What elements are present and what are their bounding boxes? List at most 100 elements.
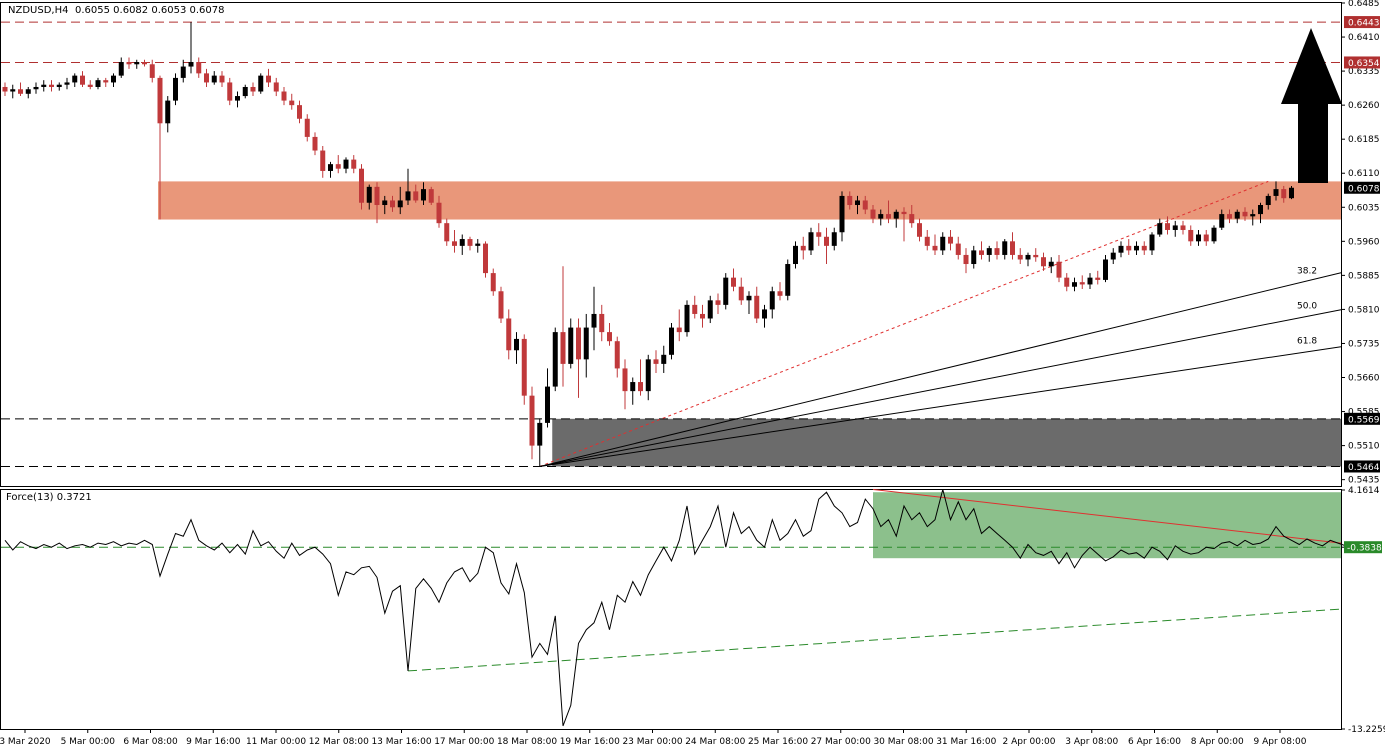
candle-body	[405, 191, 411, 201]
time-axis-label: 9 Apr 08:00	[1254, 737, 1307, 747]
price-zones	[158, 181, 1341, 467]
candle-body	[723, 277, 729, 305]
time-axis-label: 13 Mar 16:00	[371, 737, 431, 747]
candle-body	[126, 62, 132, 65]
candle-body	[1134, 245, 1139, 251]
candle-body	[932, 245, 938, 251]
time-axis-label: 6 Apr 16:00	[1128, 737, 1181, 747]
price-axis-label: 0.5435	[1348, 476, 1380, 486]
price-axis-label: 0.5885	[1348, 271, 1380, 281]
candle-body	[452, 241, 457, 246]
time-axis-label: 24 Mar 08:00	[685, 737, 745, 747]
candle-body	[490, 273, 496, 292]
candle-body	[173, 77, 178, 101]
candle-body	[800, 245, 806, 251]
candle-body	[149, 64, 155, 78]
candle-body	[886, 214, 891, 219]
price-axis-label: 0.6335	[1348, 67, 1380, 77]
candle-body	[1258, 205, 1263, 215]
candle-body	[506, 318, 512, 351]
candle-body	[80, 75, 85, 85]
time-axis-label: 11 Mar 00:00	[246, 737, 306, 747]
candle-body	[622, 368, 628, 392]
candle-body	[118, 62, 124, 76]
price-level-tag	[1344, 56, 1380, 69]
candle-body	[700, 313, 705, 319]
candle-body	[33, 86, 39, 90]
candle-body	[831, 232, 837, 246]
candle-body	[1219, 214, 1225, 228]
candle-body	[917, 223, 922, 237]
time-axis-label: 27 Mar 00:00	[811, 737, 871, 747]
candle-body	[684, 304, 690, 333]
force-index-panel: 4.16140.00-13.2259-0.3838	[1, 486, 1385, 735]
candle-body	[1048, 261, 1054, 267]
candle-body	[242, 86, 248, 97]
candle-body	[1188, 229, 1194, 242]
candle-body	[1087, 277, 1093, 285]
time-axis-label: 25 Mar 16:00	[748, 737, 808, 747]
candle-body	[924, 236, 930, 246]
candle-body	[893, 211, 899, 219]
candle-body	[49, 84, 54, 87]
force-value-tag-label: -0.3838	[1347, 544, 1382, 554]
candle-body	[738, 286, 744, 301]
candle-body	[219, 75, 225, 83]
candle-body	[878, 214, 884, 219]
price-level-tag	[1344, 460, 1380, 473]
candle-body	[785, 264, 791, 296]
candle-body	[10, 89, 16, 92]
candle-body	[1064, 277, 1070, 287]
candle-body	[607, 332, 612, 342]
candle-body	[483, 243, 488, 274]
time-axis-label: 3 Apr 08:00	[1065, 737, 1118, 747]
price-level-tag-label: 0.6354	[1348, 59, 1380, 69]
candle-body	[552, 332, 558, 387]
candle-body	[645, 359, 651, 392]
price-axis-label: 0.5960	[1348, 237, 1380, 247]
time-axis-label: 3 Mar 2020	[0, 737, 51, 747]
candle-body	[591, 313, 597, 328]
candle-body	[1234, 211, 1240, 219]
candle-body	[847, 195, 853, 206]
candle-body	[1180, 225, 1186, 230]
candle-body	[614, 341, 620, 369]
candle-body	[95, 80, 101, 87]
candle-body	[971, 250, 977, 265]
candle-body	[428, 189, 434, 203]
candle-body	[599, 313, 605, 333]
candle-body	[304, 118, 310, 137]
candle-body	[467, 239, 473, 246]
candle-body	[64, 82, 70, 85]
chart-ohlc-label: 0.6055 0.6082 0.6053 0.6078	[75, 5, 225, 16]
bullish-arrow-icon	[1281, 28, 1342, 183]
force-panel-frame	[0, 489, 1342, 730]
candle-body	[545, 386, 550, 423]
price-axis-label: 0.6410	[1348, 33, 1380, 43]
candle-body	[289, 100, 295, 106]
time-axis: 3 Mar 2020 5 Mar 00:00 6 Mar 08:00 9 Mar 16…	[0, 729, 1307, 747]
candle-body	[638, 382, 643, 392]
force-support-trendline	[407, 608, 1342, 672]
candle-body	[1141, 245, 1147, 251]
candle-body	[258, 75, 264, 92]
candle-body	[669, 327, 674, 355]
time-axis-label: 5 Mar 00:00	[61, 737, 116, 747]
candle-body	[56, 84, 62, 87]
candle-body	[793, 245, 798, 265]
candle-body	[266, 75, 271, 83]
candle-body	[297, 105, 302, 119]
candle-body	[1072, 282, 1077, 287]
price-level-tag-label: 0.5569	[1348, 415, 1380, 425]
price-level-tag-label: 0.6443	[1348, 19, 1380, 29]
candle-body	[1227, 214, 1232, 219]
candle-body	[235, 96, 240, 101]
candle-body	[940, 236, 946, 251]
candle-body	[1250, 214, 1256, 217]
candle-body	[273, 82, 279, 92]
candle-body	[731, 277, 736, 287]
price-axis-label: 0.6185	[1348, 135, 1380, 145]
candle-body	[390, 200, 395, 208]
candle-body	[1211, 227, 1217, 242]
